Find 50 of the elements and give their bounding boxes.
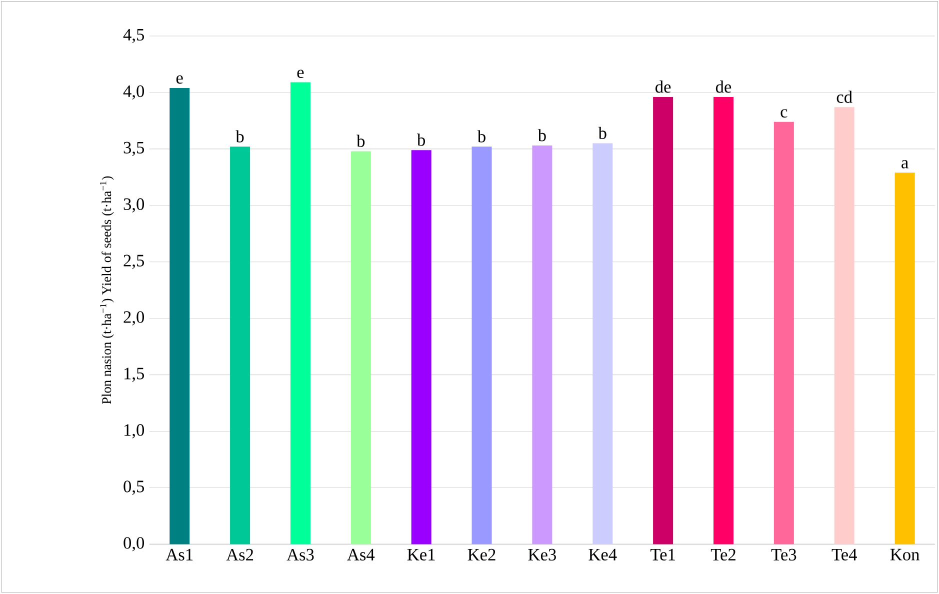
x-tick-label: Ke1 — [407, 549, 435, 561]
bar — [411, 150, 432, 544]
y-axis-title: Plon nasion (t·ha$^{−1}$) Yield of seeds (t·ha$^{−1}$) — [100, 176, 114, 404]
y-tick-label: 3,0 — [124, 198, 144, 213]
annotation: de — [716, 80, 732, 93]
y-tick-label: 2,5 — [124, 255, 144, 270]
annotation: b — [356, 134, 365, 148]
x-tick-label: As1 — [166, 549, 193, 561]
annotation: b — [416, 134, 426, 146]
bar — [170, 88, 190, 544]
y-tick-label: 3,5 — [124, 142, 144, 156]
annotation: e — [297, 70, 304, 78]
annotation: a — [902, 160, 908, 169]
x-tick-label: Ke3 — [528, 549, 556, 561]
bar — [350, 151, 371, 544]
bar — [472, 146, 492, 544]
bar — [713, 97, 734, 544]
bar — [653, 97, 674, 544]
annotation: e — [176, 76, 183, 84]
x-tick-label: As3 — [286, 549, 314, 561]
bar — [834, 107, 854, 544]
y-tick-label: 1,5 — [124, 368, 144, 382]
bar — [230, 146, 250, 544]
x-tick-label: Te1 — [650, 549, 675, 561]
annotation: de — [656, 80, 671, 93]
y-tick-label: 0,5 — [124, 480, 144, 496]
bar — [894, 172, 915, 544]
annotation: b — [598, 127, 606, 140]
annotation: b — [538, 129, 546, 142]
bar — [290, 82, 310, 544]
annotation: cd — [836, 90, 852, 104]
annotation: c — [780, 109, 788, 118]
y-tick-label: 1,0 — [124, 424, 144, 439]
x-tick-label: As4 — [347, 549, 375, 561]
annotation: b — [477, 130, 486, 143]
x-tick-label: Kon — [890, 549, 920, 561]
x-tick-label: Te4 — [832, 549, 857, 561]
bar — [774, 122, 794, 544]
y-tick-label: 0,0 — [124, 537, 144, 552]
x-tick-label: Te2 — [710, 549, 736, 561]
bar — [532, 146, 552, 544]
y-tick-label: 4,0 — [123, 86, 144, 100]
annotation: b — [236, 130, 244, 143]
x-tick-label: As2 — [226, 549, 254, 561]
x-tick-label: Te3 — [771, 549, 796, 561]
x-tick-label: Ke2 — [468, 549, 496, 561]
y-tick-label: 2,0 — [124, 311, 144, 326]
x-tick-label: Ke4 — [588, 549, 617, 561]
bar — [592, 144, 613, 544]
y-tick-label: 4,5 — [123, 29, 144, 44]
